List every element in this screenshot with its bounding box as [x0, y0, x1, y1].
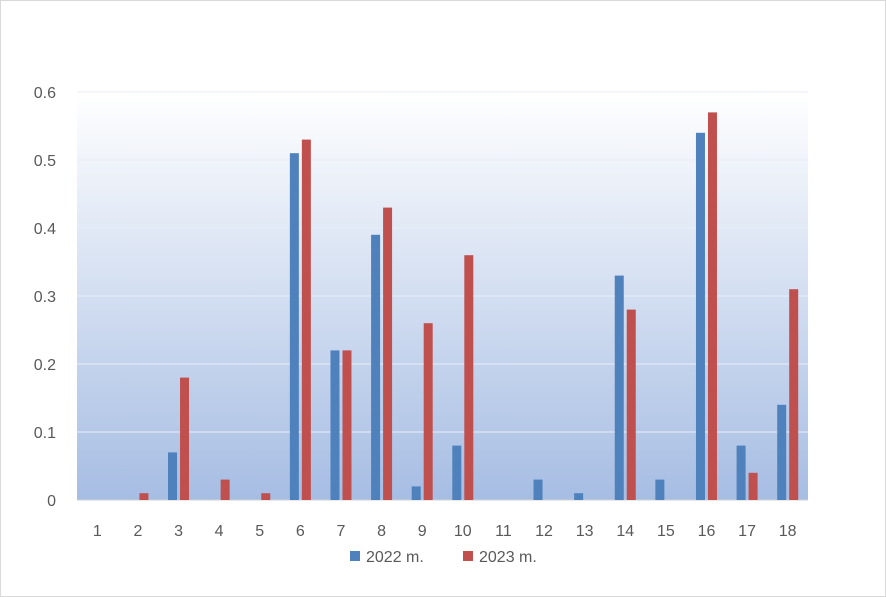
bar-s1-18	[777, 404, 787, 500]
legend: 2022 m. 2023 m.	[350, 549, 537, 566]
legend-swatch	[463, 551, 473, 561]
bar-s2-7	[342, 350, 352, 500]
x-tick-label: 2	[133, 523, 142, 540]
y-tick-label: 0.1	[34, 425, 56, 442]
x-tick-label: 10	[454, 523, 472, 540]
legend-label: 2022 m.	[366, 549, 424, 566]
bar-s2-18	[789, 289, 799, 500]
bar-s1-16	[695, 132, 705, 501]
bar-s1-15	[655, 479, 665, 500]
bar-s1-8	[371, 234, 381, 501]
x-tick-label: 11	[495, 523, 512, 540]
bar-s2-16	[707, 112, 717, 501]
bar-s1-3	[168, 452, 178, 500]
bar-s2-8	[383, 207, 393, 500]
y-tick-label: 0	[47, 493, 56, 510]
x-tick-label: 14	[616, 523, 634, 540]
bar-s2-2	[139, 493, 149, 500]
bar-s2-17	[748, 472, 758, 500]
bar-s2-5	[261, 493, 271, 500]
x-axis-ticks: 1 2 3 4 5 6 7 8 9 10 11 12 13 14 15 16 17 18	[93, 523, 797, 540]
y-tick-label: 0.4	[34, 221, 56, 238]
legend-swatch	[350, 551, 360, 561]
bar-s2-4	[220, 479, 230, 500]
bar-s2-10	[464, 255, 474, 500]
x-tick-label: 6	[296, 523, 305, 540]
bars	[139, 112, 799, 501]
x-tick-label: 17	[738, 523, 756, 540]
bar-s2-6	[301, 139, 311, 500]
y-tick-label: 0.6	[34, 85, 56, 102]
x-tick-label: 12	[535, 523, 553, 540]
bar-s2-3	[180, 377, 190, 500]
x-tick-label: 18	[779, 523, 797, 540]
x-tick-label: 1	[93, 523, 102, 540]
x-tick-label: 3	[174, 523, 183, 540]
bar-s1-12	[533, 479, 543, 500]
bar-s1-13	[574, 493, 584, 500]
x-tick-label: 15	[657, 523, 675, 540]
x-tick-label: 7	[337, 523, 346, 540]
y-axis-ticks: 0 0.1 0.2 0.3 0.4 0.5 0.6	[34, 85, 56, 510]
x-tick-label: 16	[698, 523, 716, 540]
bar-s1-10	[452, 445, 462, 500]
y-tick-label: 0.2	[34, 357, 56, 374]
bar-s1-14	[614, 275, 624, 500]
legend-label: 2023 m.	[479, 549, 537, 566]
x-tick-label: 5	[255, 523, 264, 540]
x-tick-label: 4	[215, 523, 224, 540]
bar-s1-17	[736, 445, 746, 500]
bar-s1-6	[289, 153, 299, 500]
bar-s1-7	[330, 350, 340, 500]
gridlines	[77, 91, 808, 501]
x-tick-label: 13	[576, 523, 594, 540]
x-tick-label: 9	[418, 523, 427, 540]
y-tick-label: 0.5	[34, 153, 56, 170]
x-tick-label: 8	[377, 523, 386, 540]
bar-s2-9	[423, 323, 433, 500]
bar-s1-9	[411, 486, 421, 500]
bar-s2-14	[626, 309, 636, 500]
y-tick-label: 0.3	[34, 289, 56, 306]
